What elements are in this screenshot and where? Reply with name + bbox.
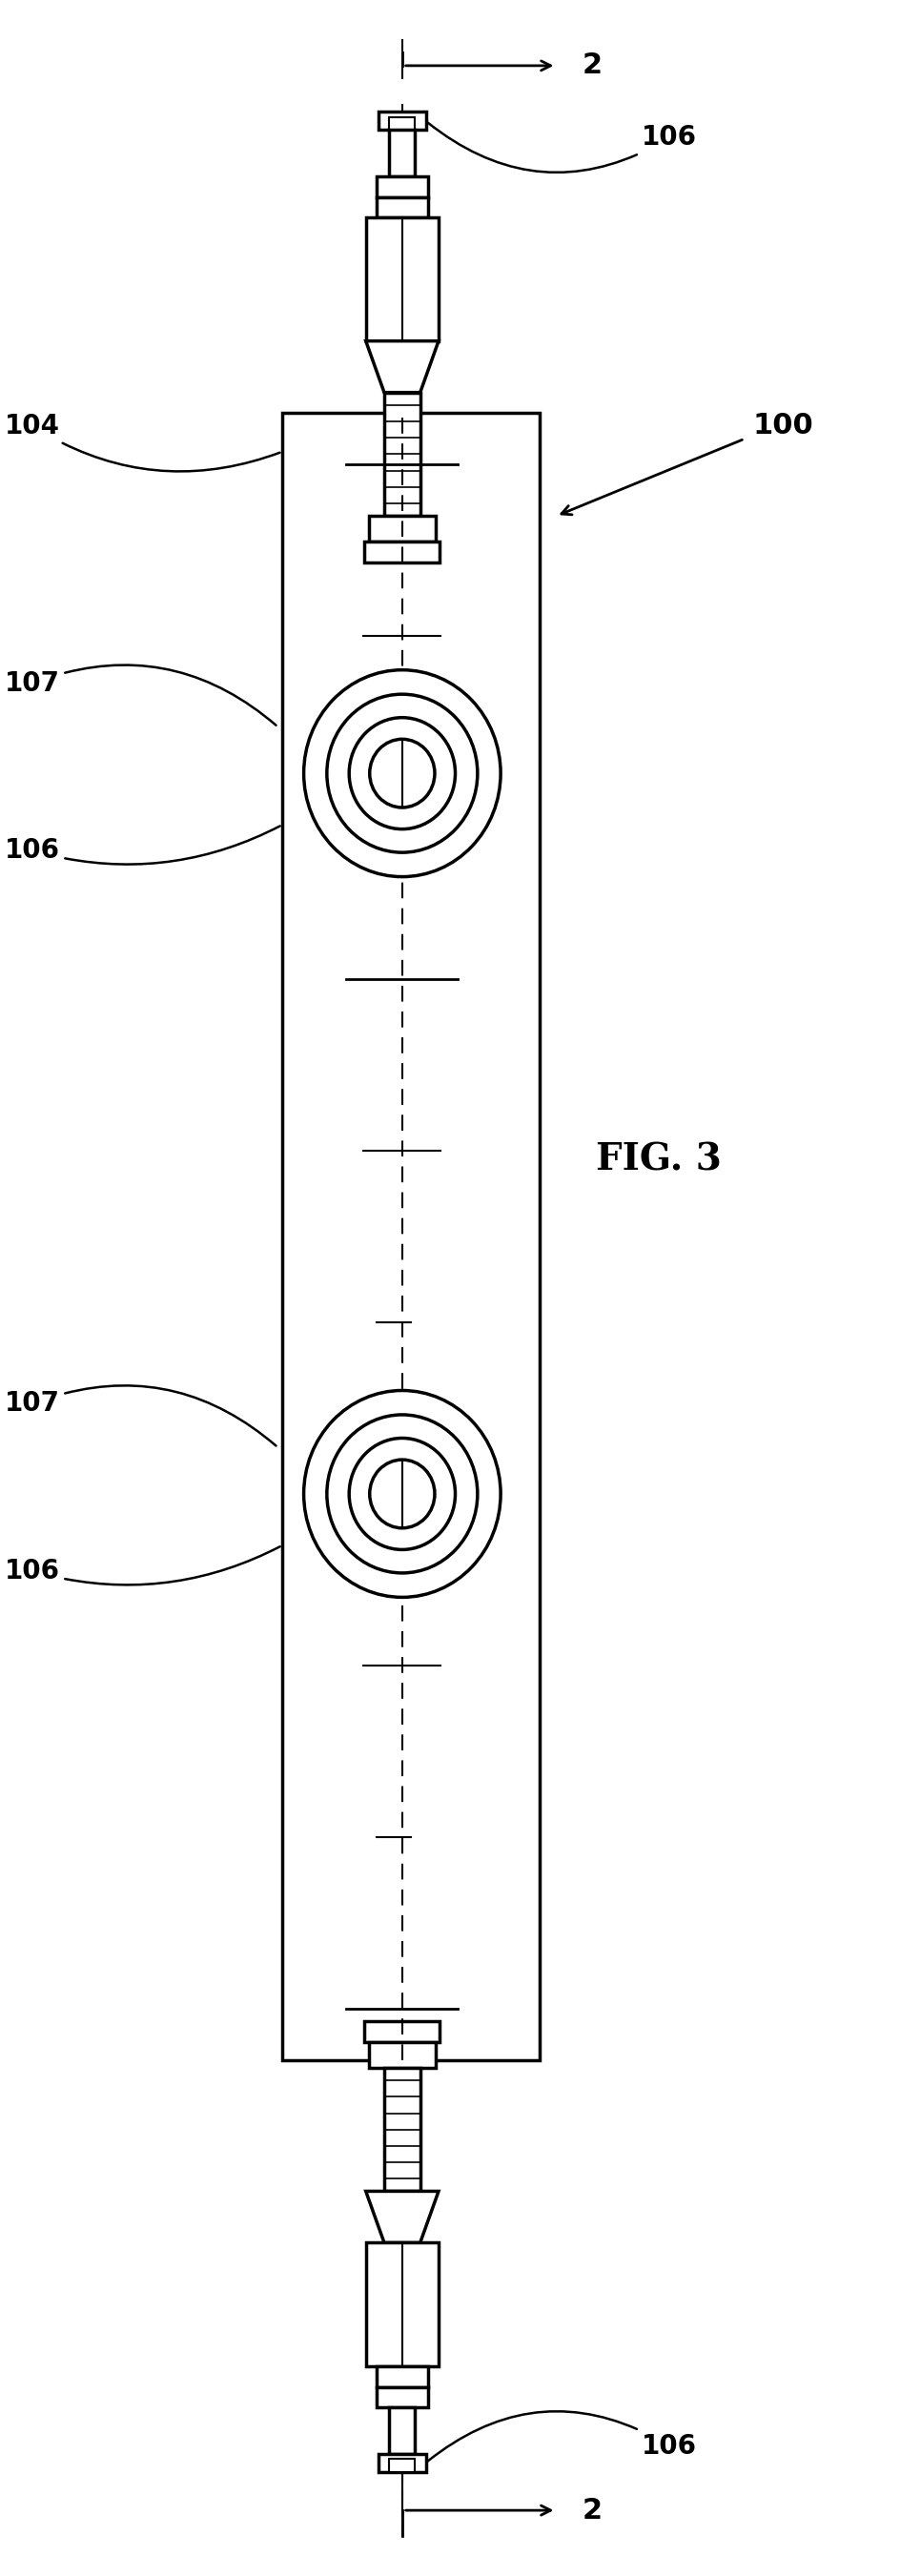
Text: 106: 106 bbox=[428, 2411, 698, 2460]
Bar bbox=[389, 118, 415, 129]
Bar bbox=[376, 2388, 428, 2409]
Bar bbox=[389, 2460, 415, 2473]
Ellipse shape bbox=[327, 693, 478, 853]
Bar bbox=[379, 2455, 426, 2473]
Ellipse shape bbox=[370, 1461, 435, 1528]
Text: FIG. 3: FIG. 3 bbox=[596, 1141, 722, 1177]
Bar bbox=[384, 392, 420, 515]
Bar bbox=[376, 175, 428, 196]
Bar bbox=[365, 2022, 440, 2043]
Bar bbox=[390, 2409, 415, 2455]
Text: 106: 106 bbox=[4, 1546, 280, 1584]
Bar bbox=[384, 2069, 420, 2192]
Text: 2: 2 bbox=[582, 52, 602, 80]
Text: 106: 106 bbox=[428, 124, 698, 173]
Bar bbox=[283, 412, 539, 2061]
Bar bbox=[369, 515, 436, 541]
Polygon shape bbox=[365, 2192, 438, 2244]
Text: 107: 107 bbox=[4, 665, 276, 726]
Text: 100: 100 bbox=[753, 412, 814, 440]
Ellipse shape bbox=[327, 1414, 478, 1574]
Bar bbox=[379, 111, 426, 129]
Text: 106: 106 bbox=[4, 827, 280, 866]
Bar bbox=[376, 2367, 428, 2388]
Ellipse shape bbox=[349, 719, 455, 829]
Ellipse shape bbox=[304, 670, 500, 876]
Polygon shape bbox=[365, 340, 438, 392]
Text: 107: 107 bbox=[4, 1386, 276, 1445]
Text: 104: 104 bbox=[4, 412, 280, 471]
Ellipse shape bbox=[370, 739, 435, 806]
Ellipse shape bbox=[349, 1437, 455, 1551]
Bar bbox=[365, 2244, 438, 2367]
Bar bbox=[365, 541, 440, 562]
Text: 2: 2 bbox=[582, 2496, 602, 2524]
Bar bbox=[376, 196, 428, 216]
Bar bbox=[369, 2043, 436, 2069]
Ellipse shape bbox=[304, 1391, 500, 1597]
Bar bbox=[390, 129, 415, 175]
Bar bbox=[365, 216, 438, 340]
